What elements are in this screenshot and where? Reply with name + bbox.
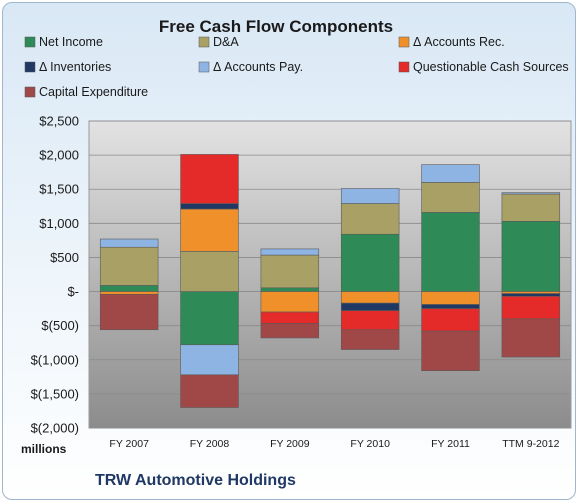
x-axis-categories: FY 2007 FY 2008 FY 2009 FY 2010 FY 2011 TTM 9… [109, 438, 559, 450]
y-tick-label: $2,500 [39, 114, 79, 129]
bar-segment [421, 291, 480, 305]
bar-segment [180, 374, 239, 408]
bar-segment [99, 238, 159, 248]
bar-segment [501, 318, 561, 358]
bar-segment [340, 291, 400, 304]
bar-segment [180, 154, 239, 204]
legend-swatch [198, 36, 210, 48]
bar-segment [99, 291, 159, 295]
legend-swatch [398, 36, 410, 48]
bar-segment [180, 344, 239, 376]
x-category-label: FY 2008 [190, 438, 230, 450]
x-category-label: FY 2011 [431, 438, 470, 450]
y-tick-label: $(500) [41, 318, 79, 333]
bar-segment [260, 323, 320, 339]
legend-label: Δ Accounts Rec. [413, 35, 505, 49]
bar-segment [340, 310, 400, 331]
bar-segment [421, 308, 480, 332]
bar-segment [260, 311, 320, 324]
bar-segment [180, 291, 239, 346]
legend-swatch [398, 61, 410, 73]
bar-segment [421, 330, 480, 371]
bar-segment [180, 251, 239, 292]
bar-segment [260, 291, 320, 313]
bar-segment [99, 246, 159, 286]
y-tick-label: $1,000 [39, 216, 79, 231]
x-category-label: FY 2007 [109, 438, 149, 450]
bar-segment [340, 302, 400, 311]
y-tick-label: $(1,000) [31, 352, 79, 367]
bar-segment [260, 254, 320, 289]
y-tick-label: $1,500 [39, 182, 79, 197]
legend-swatch [24, 36, 36, 48]
y-tick-label: $(1,500) [31, 386, 79, 401]
legend-label: D&A [213, 35, 239, 49]
bar-segment [421, 164, 480, 183]
x-category-label: FY 2009 [270, 438, 310, 450]
bar-segment [340, 233, 400, 292]
legend: Net Income D&A Δ Accounts Rec. Δ Inventorie… [24, 35, 569, 99]
bar-segment [99, 285, 159, 292]
bar-segment [501, 192, 561, 195]
chart-title: Free Cash Flow Components [159, 17, 393, 36]
bar-segment [180, 208, 239, 252]
legend-label: Δ Accounts Pay. [213, 60, 303, 74]
legend-label: Capital Expenditure [39, 85, 148, 99]
bar-segment [99, 293, 159, 331]
legend-swatch [198, 61, 210, 73]
chart-canvas: Free Cash Flow Components Net Income D&A Δ… [21, 17, 572, 489]
y-tick-label: $500 [50, 250, 79, 265]
y-tick-label: $(2,000) [31, 421, 79, 436]
bar-segment [501, 293, 561, 297]
y-tick-label: $2,000 [39, 148, 79, 163]
bar-segment [340, 188, 400, 204]
legend-label: Questionable Cash Sources [413, 60, 569, 74]
bar-segment [421, 182, 480, 213]
gridlines [89, 120, 571, 429]
legend-label: Net Income [39, 35, 103, 49]
x-category-label: FY 2010 [350, 438, 390, 450]
bars [99, 154, 561, 408]
bar-segment [501, 193, 561, 222]
bar-segment [260, 287, 320, 292]
bar-segment [260, 248, 320, 256]
legend-swatch [24, 61, 36, 73]
company-name: TRW Automotive Holdings [95, 472, 296, 489]
legend-swatch [24, 86, 36, 98]
bar-segment [180, 203, 239, 210]
legend-label: Δ Inventories [39, 60, 111, 74]
y-axis-ticks: $2,500 $2,000 $1,500 $1,000 $500 $- $(500) $(1,… [31, 114, 79, 436]
y-tick-label: $- [67, 284, 79, 299]
bar-segment [501, 296, 561, 320]
bar-segment [340, 329, 400, 350]
x-category-label: TTM 9-2012 [502, 438, 559, 450]
bar-segment [421, 212, 480, 292]
bar-segment [501, 220, 561, 292]
units-label: millions [21, 442, 67, 456]
bar-segment [421, 304, 480, 309]
bar-segment [501, 291, 561, 294]
bar-segment [340, 203, 400, 235]
plot-area [88, 120, 572, 429]
